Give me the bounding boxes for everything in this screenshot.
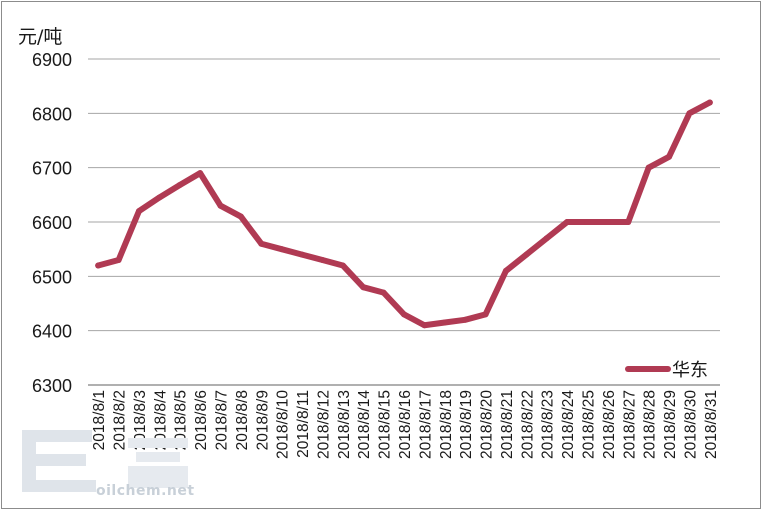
- series-layer: [95, 99, 713, 329]
- x-tick-label: 2018/8/29: [662, 390, 679, 459]
- x-tick-label: 2018/8/12: [315, 390, 332, 459]
- data-point: [115, 257, 122, 264]
- data-point: [604, 219, 611, 225]
- data-point: [523, 251, 530, 258]
- y-axis-label: 元/吨: [18, 26, 63, 48]
- data-point: [421, 322, 428, 329]
- y-tick-label: 6400: [32, 322, 72, 342]
- legend-label: 华东: [672, 360, 708, 381]
- data-point: [482, 311, 489, 318]
- x-tick-label: 2018/8/21: [499, 390, 516, 459]
- data-point: [339, 262, 346, 269]
- data-point: [95, 262, 102, 269]
- data-point: [360, 284, 367, 291]
- data-point: [584, 219, 591, 225]
- x-tick-label: 2018/8/27: [621, 390, 638, 459]
- x-tick-label: 2018/8/7: [214, 390, 231, 450]
- x-tick-label: 2018/8/23: [540, 390, 557, 459]
- x-tick-label: 2018/8/4: [152, 390, 169, 451]
- x-tick-label: 2018/8/19: [458, 390, 475, 459]
- y-tick-label: 6800: [32, 104, 72, 124]
- x-tick-label: 2018/8/1: [91, 390, 108, 450]
- data-point: [706, 99, 713, 106]
- x-tick-label: 2018/8/24: [560, 390, 577, 459]
- x-tick-label: 2018/8/2: [112, 390, 129, 450]
- data-point: [156, 194, 163, 201]
- data-point: [645, 164, 652, 171]
- data-point: [197, 170, 204, 177]
- x-tick-label: 2018/8/31: [703, 390, 720, 459]
- x-tick-label: 2018/8/9: [254, 390, 271, 450]
- x-tick-label: 2018/8/8: [234, 390, 251, 450]
- data-point: [462, 316, 469, 323]
- data-point: [543, 235, 550, 242]
- data-point: [564, 219, 571, 225]
- x-tick-label: 2018/8/26: [601, 390, 618, 459]
- x-tick-label: 2018/8/22: [519, 390, 536, 459]
- x-tick-label: 2018/8/11: [295, 390, 312, 458]
- data-point: [401, 311, 407, 318]
- data-point: [176, 182, 183, 189]
- data-point: [625, 219, 632, 225]
- x-tick-label: 2018/8/17: [417, 390, 434, 459]
- data-point: [666, 153, 673, 160]
- x-tick-label: 2018/8/20: [479, 390, 496, 459]
- data-point: [502, 267, 509, 274]
- data-point: [258, 240, 265, 247]
- x-tick-label: 2018/8/13: [336, 390, 353, 459]
- x-tick-label: 2018/8/3: [132, 390, 149, 450]
- x-tick-labels: 2018/8/1 2018/8/2 2018/8/3 2018/8/4 2018/8/5…: [91, 390, 720, 459]
- data-point: [237, 213, 244, 220]
- series-line-0: [95, 99, 713, 329]
- x-tick-label: 2018/8/6: [193, 390, 210, 450]
- x-tick-label: 2018/8/5: [173, 390, 190, 450]
- data-point: [217, 202, 224, 209]
- x-tick-label: 2018/8/10: [275, 390, 292, 459]
- data-point: [135, 208, 142, 215]
- y-tick-label: 6700: [32, 159, 72, 179]
- x-tick-label: 2018/8/28: [642, 390, 659, 459]
- data-point: [441, 319, 448, 326]
- y-tick-label: 6300: [32, 376, 72, 396]
- legend: 华东: [625, 360, 708, 381]
- y-tick-label: 6600: [32, 213, 72, 233]
- y-tick-labels: 6300 6400 6500 6600 6700 6800 6900: [32, 50, 72, 396]
- data-point: [380, 289, 387, 296]
- x-tick-label: 2018/8/15: [377, 390, 394, 459]
- y-tick-label: 6900: [32, 50, 72, 70]
- data-point: [278, 246, 285, 253]
- x-tick-label: 2018/8/30: [682, 390, 699, 459]
- x-tick-label: 2018/8/18: [438, 390, 455, 459]
- x-tick-label: 2018/8/25: [580, 390, 597, 459]
- watermark-text: oilchem.net: [96, 483, 195, 499]
- x-tick-label: 2018/8/16: [397, 390, 414, 459]
- data-point: [299, 251, 306, 258]
- data-point: [319, 257, 326, 264]
- data-point: [686, 110, 693, 117]
- y-tick-label: 6500: [32, 267, 72, 287]
- x-tick-label: 2018/8/14: [356, 390, 373, 459]
